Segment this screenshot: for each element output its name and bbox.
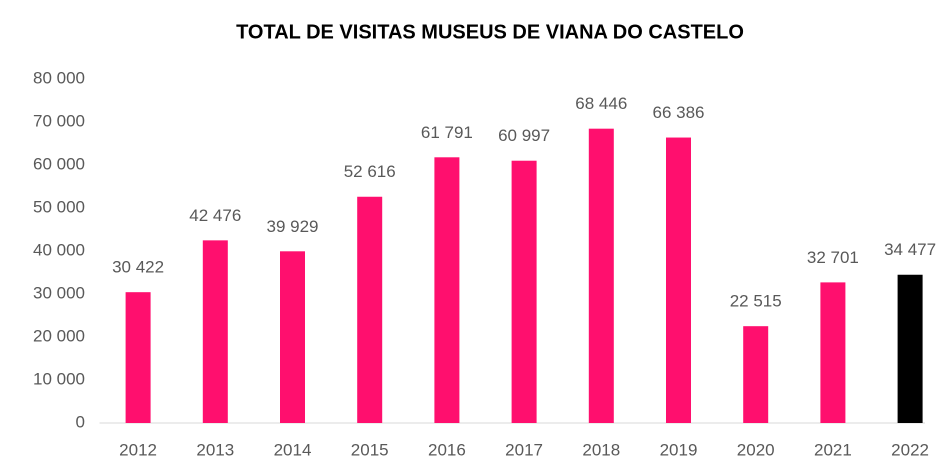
y-tick-label: 0: [76, 412, 85, 431]
value-label: 60 997: [498, 126, 550, 145]
bar: [588, 128, 614, 424]
x-tick-label: 2022: [891, 440, 929, 459]
bar: [743, 326, 769, 423]
x-tick-label: 2019: [660, 440, 698, 459]
value-label: 30 422: [112, 258, 164, 277]
value-label: 68 446: [575, 94, 627, 113]
x-tick-label: 2013: [196, 440, 234, 459]
value-label: 34 477: [884, 240, 936, 259]
y-tick-label: 70 000: [33, 111, 85, 130]
bar: [897, 274, 923, 423]
y-tick-label: 30 000: [33, 283, 85, 302]
x-tick-label: 2017: [505, 440, 543, 459]
x-tick-label: 2015: [351, 440, 389, 459]
value-label: 52 616: [344, 162, 396, 181]
bar: [434, 157, 460, 423]
chart-title: TOTAL DE VISITAS MUSEUS DE VIANA DO CAST…: [236, 21, 744, 43]
bar: [125, 292, 151, 423]
x-tick-label: 2018: [582, 440, 620, 459]
bar: [820, 282, 846, 423]
x-tick-label: 2020: [737, 440, 775, 459]
y-tick-label: 50 000: [33, 197, 85, 216]
value-label: 32 701: [807, 248, 859, 267]
value-label: 66 386: [653, 103, 705, 122]
y-tick-label: 10 000: [33, 369, 85, 388]
y-tick-label: 60 000: [33, 154, 85, 173]
bar: [280, 251, 305, 423]
x-tick-label: 2021: [814, 440, 852, 459]
value-label: 61 791: [421, 123, 473, 142]
y-tick-label: 20 000: [33, 326, 85, 345]
y-tick-label: 80 000: [33, 68, 85, 87]
value-label: 22 515: [730, 292, 782, 311]
bar: [357, 196, 383, 423]
value-label: 42 476: [189, 206, 241, 225]
x-tick-label: 2016: [428, 440, 466, 459]
bar: [666, 137, 691, 423]
bar: [511, 160, 537, 424]
value-label: 39 929: [267, 217, 319, 236]
y-tick-label: 40 000: [33, 240, 85, 259]
x-tick-label: 2014: [274, 440, 312, 459]
bar: [202, 240, 228, 423]
x-tick-label: 2012: [119, 440, 157, 459]
